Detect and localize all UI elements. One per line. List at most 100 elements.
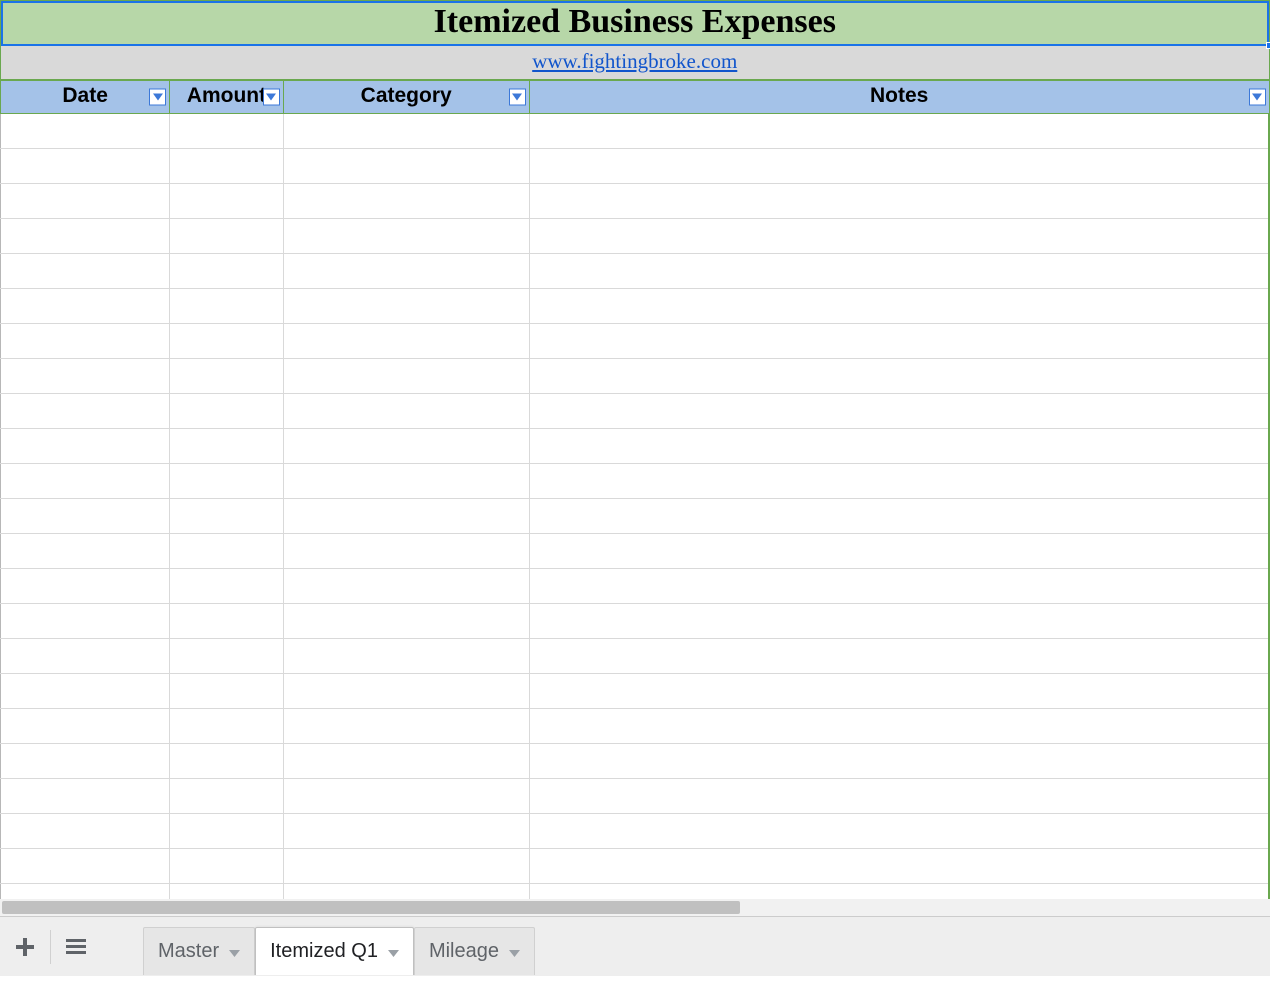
cell[interactable]: [1, 114, 170, 149]
cell[interactable]: [1, 744, 170, 779]
table-row[interactable]: [1, 639, 1270, 674]
cell[interactable]: [170, 604, 283, 639]
add-sheet-button[interactable]: [6, 923, 44, 971]
cell[interactable]: [283, 324, 529, 359]
table-row[interactable]: [1, 114, 1270, 149]
cell[interactable]: [529, 464, 1269, 499]
table-row[interactable]: [1, 464, 1270, 499]
cell[interactable]: [1, 884, 170, 900]
cell[interactable]: [170, 709, 283, 744]
cell[interactable]: [529, 674, 1269, 709]
cell[interactable]: [283, 114, 529, 149]
cell[interactable]: [1, 604, 170, 639]
cell[interactable]: [283, 289, 529, 324]
cell[interactable]: [529, 114, 1269, 149]
table-row[interactable]: [1, 779, 1270, 814]
cell[interactable]: [170, 464, 283, 499]
cell[interactable]: [170, 289, 283, 324]
sheet-tab-master[interactable]: Master: [143, 927, 255, 975]
cell[interactable]: [170, 359, 283, 394]
table-row[interactable]: [1, 499, 1270, 534]
table-row[interactable]: [1, 849, 1270, 884]
selection-handle[interactable]: [1266, 42, 1270, 49]
cell[interactable]: [170, 149, 283, 184]
cell[interactable]: [283, 849, 529, 884]
cell[interactable]: [1, 534, 170, 569]
chevron-down-icon[interactable]: [388, 940, 399, 963]
cell[interactable]: [1, 569, 170, 604]
cell[interactable]: [529, 429, 1269, 464]
cell[interactable]: [1, 499, 170, 534]
cell[interactable]: [170, 429, 283, 464]
chevron-down-icon[interactable]: [509, 940, 520, 963]
cell[interactable]: [170, 324, 283, 359]
cell[interactable]: [283, 604, 529, 639]
cell[interactable]: [1, 779, 170, 814]
cell[interactable]: [283, 779, 529, 814]
cell[interactable]: [1, 184, 170, 219]
cell[interactable]: [170, 499, 283, 534]
column-header-date[interactable]: Date: [1, 80, 170, 114]
sheet-tab-itemized-q1[interactable]: Itemized Q1: [255, 927, 414, 975]
cell[interactable]: [170, 184, 283, 219]
cell[interactable]: [529, 709, 1269, 744]
cell[interactable]: [283, 814, 529, 849]
sheet-tab-mileage[interactable]: Mileage: [414, 927, 535, 975]
cell[interactable]: [283, 569, 529, 604]
all-sheets-button[interactable]: [57, 923, 95, 971]
table-row[interactable]: [1, 254, 1270, 289]
cell[interactable]: [1, 149, 170, 184]
website-link[interactable]: www.fightingbroke.com: [532, 49, 737, 73]
table-row[interactable]: [1, 569, 1270, 604]
title-cell[interactable]: Itemized Business Expenses: [1, 1, 1270, 46]
cell[interactable]: [283, 429, 529, 464]
cell[interactable]: [529, 849, 1269, 884]
cell[interactable]: [283, 884, 529, 900]
cell[interactable]: [170, 779, 283, 814]
table-row[interactable]: [1, 184, 1270, 219]
table-row[interactable]: [1, 814, 1270, 849]
cell[interactable]: [283, 464, 529, 499]
cell[interactable]: [170, 569, 283, 604]
cell[interactable]: [283, 184, 529, 219]
table-row[interactable]: [1, 604, 1270, 639]
horizontal-scrollbar[interactable]: [0, 899, 1270, 916]
cell[interactable]: [170, 744, 283, 779]
table-row[interactable]: [1, 289, 1270, 324]
cell[interactable]: [529, 254, 1269, 289]
cell[interactable]: [1, 254, 170, 289]
cell[interactable]: [529, 324, 1269, 359]
cell[interactable]: [170, 814, 283, 849]
cell[interactable]: [170, 884, 283, 900]
cell[interactable]: [529, 884, 1269, 900]
cell[interactable]: [283, 394, 529, 429]
cell[interactable]: [1, 814, 170, 849]
cell[interactable]: [170, 254, 283, 289]
cell[interactable]: [283, 709, 529, 744]
cell[interactable]: [529, 184, 1269, 219]
cell[interactable]: [529, 499, 1269, 534]
table-row[interactable]: [1, 709, 1270, 744]
table-row[interactable]: [1, 744, 1270, 779]
column-header-category[interactable]: Category: [283, 80, 529, 114]
cell[interactable]: [1, 674, 170, 709]
cell[interactable]: [170, 114, 283, 149]
cell[interactable]: [1, 464, 170, 499]
table-row[interactable]: [1, 884, 1270, 900]
link-cell[interactable]: www.fightingbroke.com: [1, 46, 1270, 81]
cell[interactable]: [170, 219, 283, 254]
cell[interactable]: [529, 289, 1269, 324]
cell[interactable]: [283, 674, 529, 709]
cell[interactable]: [1, 394, 170, 429]
cell[interactable]: [529, 359, 1269, 394]
cell[interactable]: [1, 324, 170, 359]
column-header-notes[interactable]: Notes: [529, 80, 1269, 114]
filter-button-date[interactable]: [149, 89, 166, 106]
cell[interactable]: [1, 219, 170, 254]
cell[interactable]: [529, 814, 1269, 849]
cell[interactable]: [170, 394, 283, 429]
table-row[interactable]: [1, 674, 1270, 709]
filter-button-amount[interactable]: [263, 89, 280, 106]
cell[interactable]: [283, 359, 529, 394]
cell[interactable]: [1, 709, 170, 744]
